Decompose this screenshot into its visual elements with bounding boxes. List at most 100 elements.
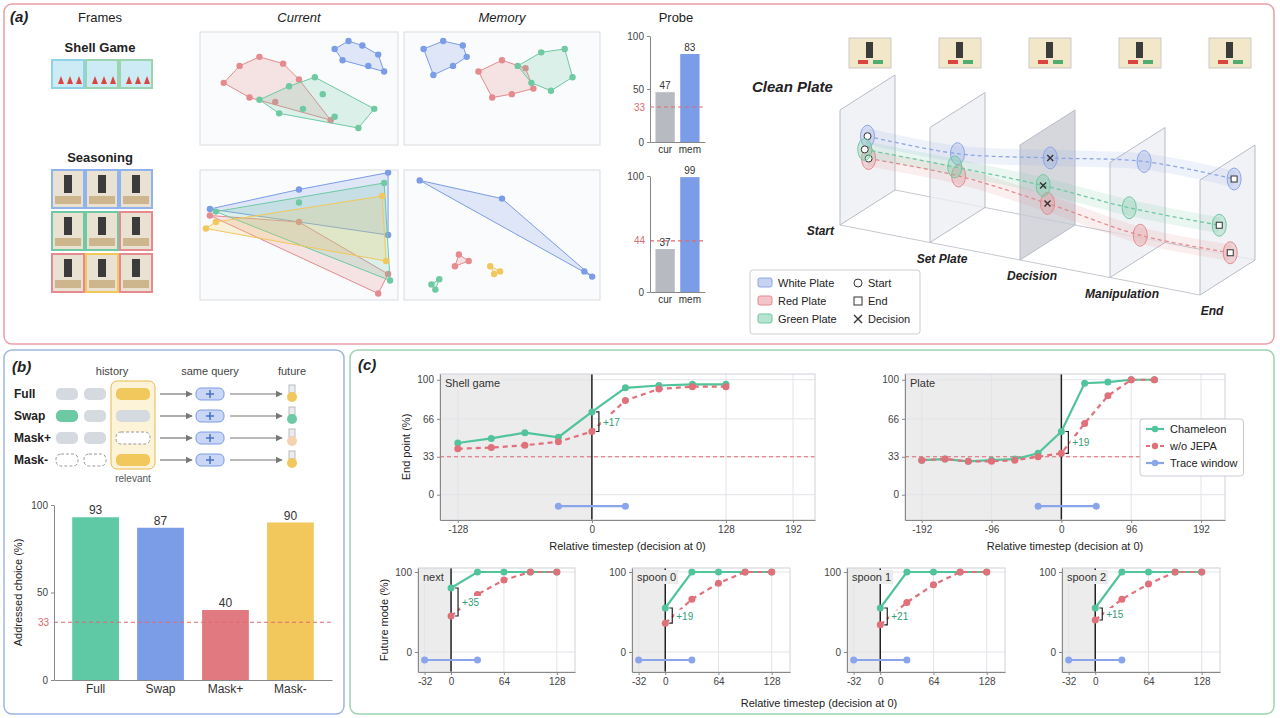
row-label: Seasoning <box>67 150 133 165</box>
tick-label: 100 <box>882 374 899 385</box>
tick-label: mem <box>679 144 701 155</box>
legend-swatch <box>758 278 772 287</box>
decision-marker <box>1045 200 1051 206</box>
column-header: Probe <box>659 10 694 25</box>
point <box>421 657 428 664</box>
tick-label: 128 <box>764 676 781 687</box>
tick: -32 <box>632 672 647 687</box>
legend-box <box>750 270 920 334</box>
tick-mark <box>51 505 54 506</box>
tick-mark <box>1061 520 1062 523</box>
table-icon <box>55 238 81 246</box>
tick-label: -32 <box>632 676 647 687</box>
tick-mark <box>639 672 640 675</box>
future-icon <box>289 429 295 437</box>
state-cluster <box>1223 242 1237 264</box>
point <box>355 125 361 131</box>
point <box>521 442 528 449</box>
x-axis: FullSwapMask+Mask- <box>55 681 333 696</box>
point <box>1145 581 1152 588</box>
tick-mark <box>437 380 440 381</box>
tick: 0 <box>638 137 650 148</box>
series-line <box>458 387 726 449</box>
label-patch <box>889 610 910 623</box>
tick-label: 0 <box>663 676 669 687</box>
cup-icon <box>144 76 150 84</box>
trajectory-band <box>865 149 1220 225</box>
frame-thumbnail <box>52 254 84 292</box>
legend-label: Red Plate <box>778 295 826 307</box>
row-label: Swap <box>14 409 45 423</box>
legend-marker <box>854 315 862 323</box>
decision-line <box>591 374 593 520</box>
legend-marker <box>1152 460 1158 466</box>
grid-line <box>1061 374 1062 520</box>
point <box>1081 420 1088 427</box>
history-token <box>84 388 106 400</box>
robot-icon <box>132 217 140 235</box>
point <box>553 569 560 576</box>
axis-line <box>440 375 441 521</box>
point <box>1128 376 1135 383</box>
tick-mark <box>793 520 794 523</box>
future-icon <box>289 451 295 459</box>
plot-area <box>203 170 394 297</box>
plot-area <box>650 54 705 142</box>
state-cluster <box>1036 175 1050 197</box>
tick: 192 <box>785 520 802 535</box>
plot-background <box>440 374 815 520</box>
cup-icon <box>76 76 82 84</box>
tick-label: 0 <box>449 676 455 687</box>
tick-mark <box>647 176 650 177</box>
tick-label: 0 <box>638 137 644 148</box>
tick-label: 33 <box>423 451 435 462</box>
annotation: +15 <box>1106 609 1123 620</box>
point <box>588 408 595 415</box>
legend-box <box>1140 419 1244 476</box>
tick-mark <box>854 672 855 675</box>
tick-label: -32 <box>1062 676 1077 687</box>
point <box>538 49 544 55</box>
point <box>715 580 722 587</box>
grid-line <box>1062 652 1220 653</box>
robot-icon <box>132 175 140 193</box>
tick: 128 <box>549 672 566 687</box>
point <box>1058 450 1065 457</box>
legend-marker <box>1152 426 1158 432</box>
panel-frame <box>350 350 1274 714</box>
point <box>903 569 910 576</box>
plate-icon <box>1038 60 1048 64</box>
query-token <box>196 410 224 422</box>
data-label: 83 <box>684 42 696 53</box>
panel-b-diagram: (b)historysame queryfuturerelevantFullSw… <box>12 358 306 484</box>
plot-background <box>847 568 1005 672</box>
stage-thumbnail <box>1119 38 1161 68</box>
tick: 100 <box>31 500 54 511</box>
point <box>555 438 562 445</box>
trajectory <box>869 159 1231 253</box>
point <box>514 63 520 69</box>
tick-mark <box>902 380 905 381</box>
tick-mark <box>844 572 847 573</box>
series-line <box>880 572 986 608</box>
grid-line <box>556 568 557 672</box>
stage-label: Start <box>807 224 835 238</box>
point <box>460 42 466 48</box>
grid-line <box>1131 374 1132 520</box>
pre-decision-region <box>440 374 592 520</box>
point <box>1035 503 1042 510</box>
data-label: 93 <box>89 503 103 517</box>
tick-label: 0 <box>620 647 626 658</box>
axis-line <box>651 142 706 143</box>
point <box>474 657 481 664</box>
tick-label: 33 <box>888 451 900 462</box>
point <box>850 657 857 664</box>
label-patch <box>674 610 695 623</box>
point <box>622 384 629 391</box>
robot-icon <box>64 259 72 277</box>
legend-label: Decision <box>868 313 910 325</box>
frame-thumbnail <box>86 60 118 88</box>
tick: 0 <box>638 287 650 298</box>
point <box>622 503 629 510</box>
point <box>622 397 629 404</box>
